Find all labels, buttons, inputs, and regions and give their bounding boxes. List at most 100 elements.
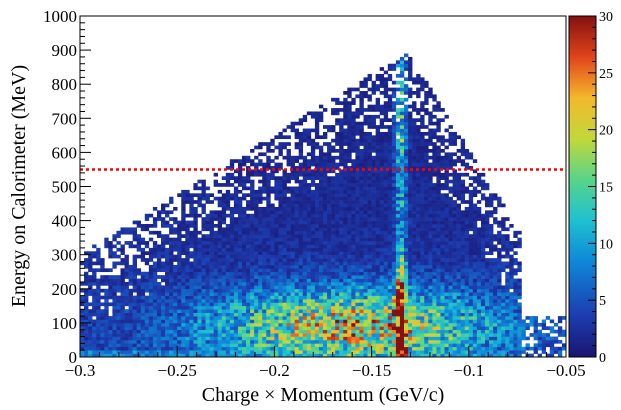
- heatmap-cell: [274, 155, 279, 160]
- heatmap-cell: [278, 166, 283, 170]
- heatmap-cell: [201, 227, 206, 232]
- heatmap-cell: [375, 326, 380, 331]
- heatmap-cell: [355, 299, 360, 303]
- heatmap-cell: [302, 336, 308, 341]
- heatmap-cell: [278, 131, 283, 136]
- heatmap-cell: [314, 343, 320, 348]
- heatmap-cell: [327, 213, 332, 218]
- heatmap-cell: [84, 312, 89, 317]
- heatmap-cell: [383, 220, 389, 225]
- heatmap-cell: [140, 292, 146, 296]
- heatmap-cell: [201, 196, 206, 201]
- heatmap-cell: [302, 155, 308, 160]
- heatmap-cell: [112, 350, 117, 354]
- heatmap-cell: [351, 333, 356, 337]
- heatmap-cell: [432, 278, 437, 283]
- heatmap-cell: [148, 326, 154, 331]
- heatmap-cell: [432, 251, 437, 255]
- heatmap-cell: [331, 224, 336, 228]
- heatmap-cell: [274, 244, 279, 249]
- heatmap-cell: [436, 135, 441, 140]
- heatmap-cell: [213, 278, 218, 283]
- heatmap-cell: [152, 299, 158, 303]
- heatmap-cell: [395, 80, 401, 85]
- heatmap-cell: [225, 179, 231, 184]
- heatmap-cell: [258, 285, 263, 290]
- heatmap-cell: [359, 295, 364, 300]
- heatmap-cell: [209, 309, 214, 313]
- heatmap-cell: [318, 230, 324, 235]
- heatmap-cells: [80, 53, 566, 357]
- heatmap-cell: [213, 261, 218, 266]
- heatmap-cell: [331, 329, 336, 334]
- heatmap-cell: [323, 251, 328, 255]
- heatmap-cell: [375, 224, 380, 228]
- heatmap-cell: [331, 210, 336, 215]
- heatmap-cell: [424, 179, 429, 184]
- heatmap-cell: [306, 295, 312, 300]
- heatmap-cell: [250, 281, 255, 286]
- heatmap-cell: [217, 271, 223, 276]
- heatmap-cell: [108, 302, 113, 307]
- heatmap-cell: [331, 186, 336, 191]
- heatmap-cell: [371, 91, 376, 95]
- heatmap-cell: [399, 111, 405, 116]
- heatmap-cell: [412, 299, 417, 303]
- heatmap-cell: [242, 268, 247, 273]
- heatmap-cell: [221, 295, 227, 300]
- heatmap-cell: [213, 305, 218, 310]
- heatmap-cell: [294, 193, 299, 198]
- heatmap-cell: [375, 159, 380, 163]
- heatmap-cell: [294, 299, 299, 303]
- heatmap-cell: [387, 254, 393, 259]
- heatmap-cell: [197, 295, 202, 300]
- heatmap-cell: [351, 278, 356, 283]
- heatmap-cell: [367, 316, 372, 320]
- heatmap-cell: [132, 305, 137, 310]
- heatmap-cell: [197, 244, 202, 249]
- heatmap-cell: [88, 346, 93, 351]
- heatmap-cell: [347, 319, 352, 324]
- heatmap-cell: [209, 292, 214, 296]
- heatmap-cell: [375, 155, 380, 160]
- heatmap-cell: [323, 162, 328, 167]
- heatmap-cell: [185, 200, 190, 204]
- heatmap-cell: [282, 251, 287, 255]
- heatmap-cell: [246, 281, 251, 286]
- heatmap-cell: [371, 339, 376, 344]
- heatmap-cell: [391, 316, 397, 320]
- heatmap-cell: [144, 312, 150, 317]
- heatmap-cell: [371, 224, 376, 228]
- heatmap-cell: [371, 333, 376, 337]
- heatmap-cell: [399, 142, 405, 146]
- heatmap-cell: [298, 281, 304, 286]
- heatmap-cell: [355, 302, 360, 307]
- heatmap-cell: [233, 309, 239, 313]
- heatmap-cell: [270, 227, 275, 232]
- heatmap-cell: [80, 309, 85, 313]
- heatmap-cell: [412, 220, 417, 225]
- heatmap-cell: [428, 305, 433, 310]
- heatmap-cell: [391, 142, 397, 146]
- heatmap-cell: [229, 210, 235, 215]
- heatmap-cell: [367, 247, 372, 252]
- heatmap-cell: [416, 189, 421, 194]
- heatmap-cell: [432, 316, 437, 320]
- heatmap-cell: [355, 319, 360, 324]
- heatmap-cell: [302, 135, 308, 140]
- heatmap-cell: [290, 128, 295, 133]
- heatmap-cell: [424, 142, 429, 146]
- heatmap-cell: [416, 227, 421, 232]
- heatmap-cell: [404, 288, 409, 293]
- heatmap-cell: [310, 169, 316, 174]
- heatmap-cell: [355, 131, 360, 136]
- heatmap-cell: [262, 258, 267, 262]
- heatmap-cell: [246, 155, 251, 160]
- heatmap-cell: [270, 138, 275, 143]
- heatmap-cell: [335, 247, 340, 252]
- heatmap-cell: [237, 343, 243, 348]
- heatmap-cell: [428, 203, 433, 208]
- heatmap-cell: [92, 322, 97, 327]
- heatmap-cell: [237, 244, 243, 249]
- heatmap-cell: [331, 159, 336, 163]
